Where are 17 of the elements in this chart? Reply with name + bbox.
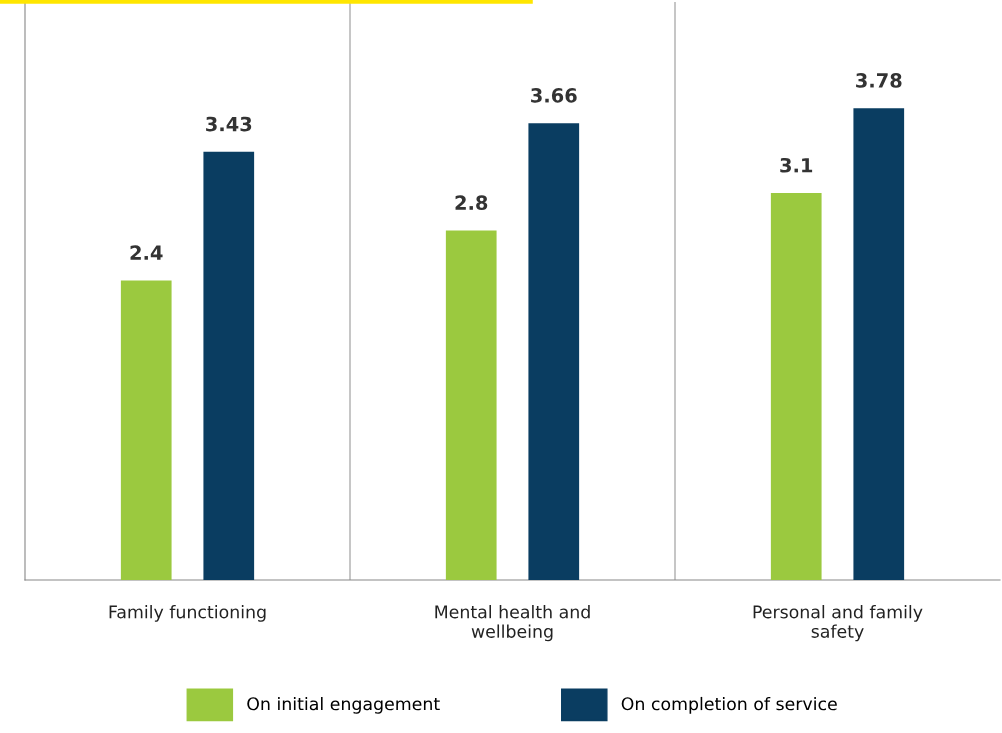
data-label: 2.4	[130, 245, 163, 260]
x-tick-label: Personal and family safety	[753, 605, 923, 642]
bar	[853, 108, 905, 580]
data-label: 3.78	[856, 73, 902, 88]
data-label: 3.43	[206, 116, 252, 132]
bar	[120, 280, 172, 580]
data-label: 3.66	[531, 88, 577, 103]
legend-label: On completion of service	[621, 696, 837, 714]
bar	[528, 123, 580, 580]
data-label: 2.8	[455, 195, 488, 211]
bar	[770, 193, 822, 580]
x-tick-label: Family functioning	[109, 605, 266, 622]
legend-label: On initial engagement	[247, 696, 440, 714]
data-label: 3.1	[780, 157, 813, 173]
x-tick-label: Mental health and wellbeing	[435, 605, 590, 642]
bar	[203, 151, 255, 580]
bar	[445, 230, 497, 580]
